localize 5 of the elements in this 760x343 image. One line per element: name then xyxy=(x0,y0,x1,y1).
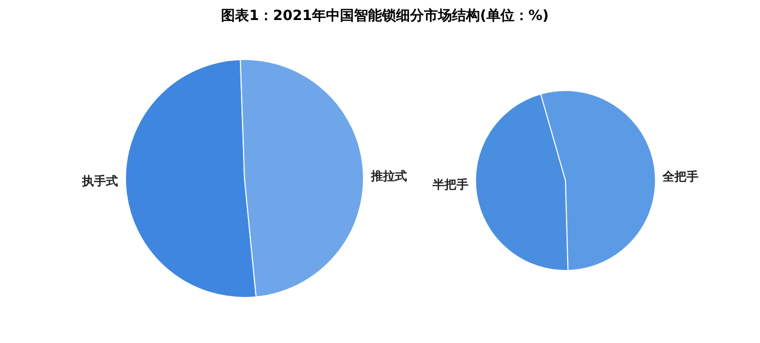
slice-label: 半把手 xyxy=(432,178,469,192)
slice-label: 执手式 xyxy=(80,174,118,188)
chart-title: 图表1：2021年中国智能锁细分市场结构(单位：%) xyxy=(221,6,549,26)
slice-label: 推拉式 xyxy=(370,169,408,184)
slice-label: 全把手 xyxy=(661,169,698,184)
